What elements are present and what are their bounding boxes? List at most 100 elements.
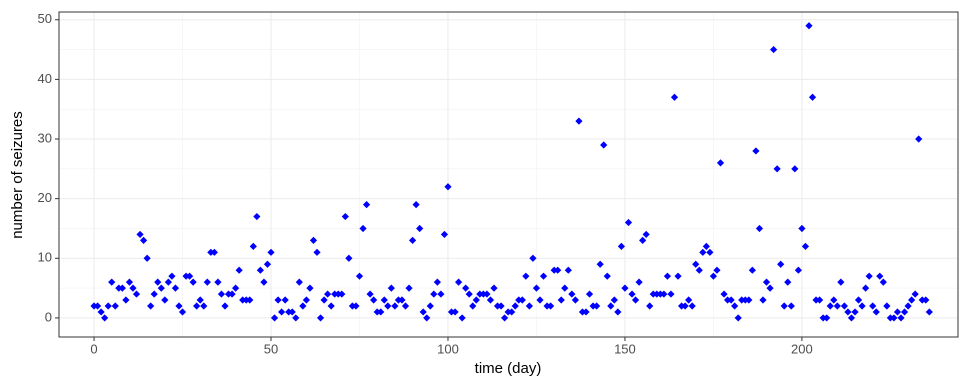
x-axis-title: time (day)	[475, 360, 542, 377]
point	[338, 290, 346, 298]
x-tick-label: 100	[437, 341, 459, 356]
point	[405, 284, 413, 292]
point	[734, 314, 742, 322]
point	[288, 308, 296, 316]
point	[292, 314, 300, 322]
point	[132, 290, 141, 298]
point	[437, 290, 445, 298]
point	[709, 272, 718, 280]
point	[621, 284, 629, 292]
point	[702, 242, 710, 250]
point	[278, 308, 286, 316]
point	[900, 308, 909, 316]
point	[791, 165, 799, 173]
point	[862, 284, 870, 292]
point	[624, 218, 633, 227]
point	[674, 272, 682, 280]
point	[851, 308, 859, 316]
point	[720, 290, 728, 298]
point	[104, 302, 112, 310]
point	[837, 278, 845, 286]
x-tick-label: 150	[614, 341, 636, 356]
point	[571, 296, 579, 304]
point	[688, 302, 696, 310]
point	[908, 296, 916, 304]
point	[111, 302, 119, 310]
point	[462, 284, 470, 292]
point	[600, 141, 608, 149]
point	[692, 260, 700, 268]
point	[154, 278, 162, 286]
point	[377, 308, 385, 316]
point	[780, 302, 788, 310]
point	[118, 284, 126, 292]
point	[695, 266, 703, 274]
point	[508, 308, 516, 316]
point	[798, 224, 806, 233]
point	[670, 93, 679, 101]
point	[186, 272, 194, 280]
point	[164, 278, 172, 286]
point	[631, 296, 640, 304]
point	[518, 296, 526, 304]
point	[872, 308, 880, 316]
point	[564, 266, 572, 274]
point	[596, 260, 604, 268]
point	[391, 302, 399, 310]
point	[203, 278, 211, 286]
point	[341, 212, 349, 221]
point	[327, 302, 335, 310]
point	[844, 308, 852, 316]
point	[607, 302, 615, 310]
point	[139, 236, 148, 244]
x-tick-label: 200	[791, 341, 813, 356]
point	[295, 278, 303, 286]
point	[362, 201, 371, 209]
point	[794, 266, 802, 274]
y-tick-label: 0	[45, 309, 52, 324]
point	[911, 290, 919, 298]
point	[253, 212, 261, 221]
point	[646, 302, 654, 310]
point	[398, 296, 406, 304]
point	[635, 278, 643, 286]
point	[847, 314, 856, 322]
point	[869, 302, 877, 310]
point	[320, 296, 328, 304]
point	[777, 260, 785, 268]
point	[525, 302, 533, 310]
y-tick-label: 50	[38, 11, 52, 26]
point	[904, 302, 912, 310]
point	[416, 224, 424, 233]
point	[384, 302, 392, 310]
point	[582, 308, 590, 316]
point	[217, 290, 226, 298]
point	[536, 296, 544, 304]
point	[890, 314, 898, 322]
point	[136, 230, 144, 239]
point	[486, 296, 495, 304]
point	[762, 278, 771, 286]
point	[784, 278, 792, 286]
point	[667, 290, 675, 298]
point	[412, 201, 420, 209]
point	[426, 302, 434, 310]
y-axis-title: number of seizures	[9, 111, 26, 239]
point	[685, 296, 693, 304]
point	[189, 278, 197, 286]
point	[610, 296, 618, 304]
point	[865, 272, 873, 280]
point	[401, 302, 410, 310]
x-tick-label: 0	[90, 341, 97, 356]
point	[522, 272, 530, 280]
point	[270, 314, 279, 322]
point	[246, 296, 254, 304]
point	[150, 290, 158, 298]
point	[755, 224, 764, 233]
point	[143, 254, 151, 262]
point	[260, 278, 268, 286]
point	[706, 248, 714, 256]
point	[232, 284, 240, 292]
point	[773, 165, 781, 173]
y-tick-label: 40	[38, 71, 52, 86]
